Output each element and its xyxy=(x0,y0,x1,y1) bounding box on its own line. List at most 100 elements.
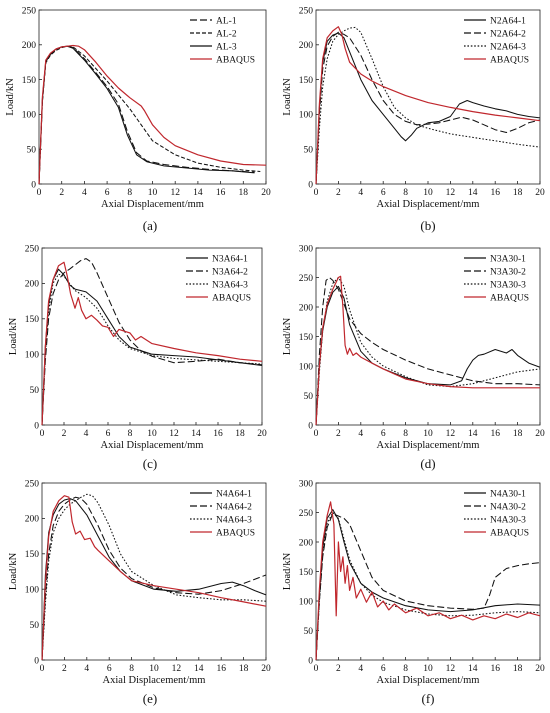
series-line xyxy=(41,495,267,661)
y-tick-label: 50 xyxy=(304,146,314,156)
x-tick-label: 12 xyxy=(170,188,180,198)
x-tick-label: 4 xyxy=(82,188,87,198)
legend-entry: ABAQUS xyxy=(490,294,529,304)
y-tick-label: 150 xyxy=(22,76,37,86)
panel-label: (e) xyxy=(143,691,157,706)
legend-entry: N2A64-2 xyxy=(490,30,526,40)
x-tick-label: 16 xyxy=(216,664,226,674)
y-axis-label: Load/kN xyxy=(282,317,293,355)
x-tick-label: 2 xyxy=(59,188,64,198)
x-tick-label: 10 xyxy=(423,188,433,198)
x-tick-label: 10 xyxy=(423,429,433,439)
y-tick-label: 100 xyxy=(299,597,314,607)
x-tick-label: 12 xyxy=(169,429,179,439)
y-tick-label: 150 xyxy=(25,550,40,560)
x-tick-label: 0 xyxy=(37,188,42,198)
x-tick-label: 0 xyxy=(314,664,319,674)
y-tick-label: 150 xyxy=(299,568,314,578)
y-tick-label: 300 xyxy=(299,244,314,254)
panel-label: (d) xyxy=(420,456,435,471)
legend-entry: N4A30-2 xyxy=(490,503,526,513)
x-tick-label: 4 xyxy=(358,188,363,198)
series-line xyxy=(315,285,541,426)
x-tick-label: 2 xyxy=(336,188,341,198)
x-tick-label: 20 xyxy=(261,664,271,674)
legend-entry: AL-2 xyxy=(216,30,237,40)
chart-panel: 0 2 4 6 8 10 12 14 16 18 20050100150200250300Axial… xyxy=(282,479,545,706)
series-line xyxy=(38,45,261,185)
x-tick-label: 6 xyxy=(105,188,110,198)
x-tick-label: 6 xyxy=(106,429,111,439)
x-tick-label: 20 xyxy=(535,429,545,439)
legend-entry: N4A64-2 xyxy=(216,503,252,513)
y-tick-label: 100 xyxy=(25,586,40,596)
x-tick-label: 14 xyxy=(468,664,478,674)
y-axis-label: Load/kN xyxy=(282,78,293,116)
x-axis-label: Axial Displacement/mm xyxy=(101,199,204,210)
series-line xyxy=(41,261,263,426)
x-tick-label: 2 xyxy=(336,429,341,439)
legend-entry: N3A64-1 xyxy=(212,255,248,265)
chart-panel: 0 2 4 6 8 10 12 14 16 18 20050100150200250300Axial… xyxy=(282,244,545,471)
panel-label: (a) xyxy=(143,218,157,233)
y-tick-label: 250 xyxy=(22,6,37,16)
y-axis-label: Load/kN xyxy=(8,317,19,355)
y-tick-label: 0 xyxy=(308,180,313,190)
x-tick-label: 14 xyxy=(468,429,478,439)
x-tick-label: 20 xyxy=(535,664,545,674)
series-line xyxy=(315,26,541,185)
x-tick-label: 2 xyxy=(62,429,67,439)
legend-entry: N4A64-1 xyxy=(216,490,252,500)
y-tick-label: 150 xyxy=(299,76,314,86)
y-tick-label: 50 xyxy=(30,621,40,631)
x-tick-label: 10 xyxy=(147,429,157,439)
x-tick-label: 18 xyxy=(239,188,249,198)
y-tick-label: 50 xyxy=(304,627,314,637)
x-tick-label: 8 xyxy=(403,188,408,198)
legend-entry: N2A64-1 xyxy=(490,17,526,27)
x-tick-label: 12 xyxy=(446,664,456,674)
y-tick-label: 0 xyxy=(34,421,39,431)
legend-entry: N3A30-1 xyxy=(490,255,526,265)
x-tick-label: 2 xyxy=(62,664,67,674)
x-tick-label: 4 xyxy=(84,664,89,674)
series-line xyxy=(41,498,267,661)
series-line xyxy=(315,513,541,661)
y-tick-label: 250 xyxy=(299,509,314,519)
x-tick-label: 0 xyxy=(314,429,319,439)
x-axis-label: Axial Displacement/mm xyxy=(377,440,480,451)
y-tick-label: 300 xyxy=(299,479,314,489)
y-tick-label: 100 xyxy=(299,362,314,372)
series-line xyxy=(315,276,541,426)
legend-entry: N3A64-2 xyxy=(212,268,248,278)
x-tick-label: 6 xyxy=(381,664,386,674)
series-line xyxy=(315,31,541,185)
x-tick-label: 16 xyxy=(490,664,500,674)
y-tick-label: 250 xyxy=(299,274,314,284)
legend-entry: N3A64-3 xyxy=(212,281,248,291)
legend-entry: N4A30-1 xyxy=(490,490,526,500)
x-axis-label: Axial Displacement/mm xyxy=(101,440,204,451)
x-tick-label: 6 xyxy=(381,429,386,439)
series-line xyxy=(41,493,267,661)
x-tick-label: 4 xyxy=(358,664,363,674)
x-tick-label: 2 xyxy=(336,664,341,674)
y-tick-label: 150 xyxy=(299,333,314,343)
x-tick-label: 10 xyxy=(148,188,158,198)
x-tick-label: 18 xyxy=(513,429,523,439)
series-line xyxy=(315,26,541,185)
series-line xyxy=(38,44,267,185)
y-tick-label: 0 xyxy=(308,656,313,666)
x-tick-label: 14 xyxy=(191,429,201,439)
y-axis-label: Load/kN xyxy=(282,552,293,590)
x-tick-label: 18 xyxy=(235,429,245,439)
y-tick-label: 0 xyxy=(34,656,39,666)
x-tick-label: 0 xyxy=(40,429,45,439)
legend-entry: AL-3 xyxy=(216,43,237,53)
y-tick-label: 250 xyxy=(25,244,40,254)
y-tick-label: 0 xyxy=(308,421,313,431)
